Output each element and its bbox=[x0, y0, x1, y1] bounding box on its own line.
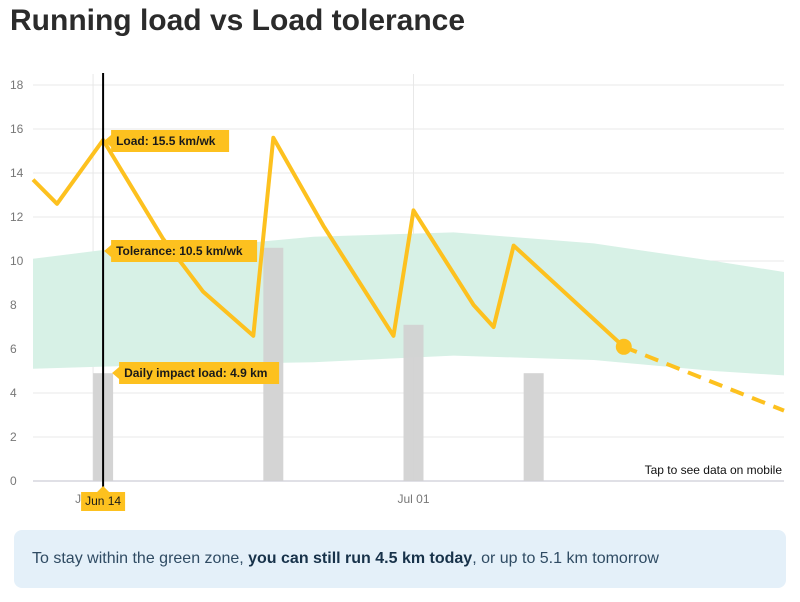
daily-impact-bars bbox=[93, 247, 544, 481]
running-load-line bbox=[31, 135, 626, 349]
running-load-chart[interactable]: 0 2 4 6 8 10 12 14 16 18 Jun 15Jul 01 Load: 15.5 … bbox=[0, 0, 800, 520]
tooltip-layer: Load: 15.5 km/wk Tolerance: 10.5 km/wk Dai… bbox=[81, 130, 280, 511]
tolerance-band bbox=[33, 232, 784, 376]
mobile-hint: Tap to see data on mobile bbox=[644, 463, 782, 477]
tooltip-box bbox=[112, 362, 280, 384]
y-tick-label: 6 bbox=[10, 342, 17, 356]
today-marker bbox=[615, 338, 632, 355]
selected-date-tooltip: Jun 14 bbox=[81, 486, 126, 511]
daily-impact-bar bbox=[403, 324, 424, 481]
advice-prefix: To stay within the green zone, bbox=[32, 550, 249, 567]
y-tick-label: 16 bbox=[10, 122, 24, 136]
tooltip-box bbox=[104, 240, 258, 262]
daily-impact-tooltip: Daily impact load: 4.9 km bbox=[112, 362, 280, 384]
tooltip-box bbox=[104, 130, 230, 152]
tooltip-text: Load: 15.5 km/wk bbox=[116, 134, 216, 148]
y-tick-label: 4 bbox=[10, 386, 17, 400]
load-tooltip: Load: 15.5 km/wk bbox=[104, 130, 230, 152]
y-tick-label: 0 bbox=[10, 474, 17, 488]
tooltip-text: Daily impact load: 4.9 km bbox=[124, 366, 267, 380]
y-tick-label: 2 bbox=[10, 430, 17, 444]
y-tick-label: 18 bbox=[10, 78, 24, 92]
y-tick-label: 12 bbox=[10, 210, 24, 224]
x-axis: Jun 15Jul 01 bbox=[75, 492, 430, 506]
daily-impact-bar bbox=[523, 373, 544, 481]
advice-suffix: , or up to 5.1 km tomorrow bbox=[472, 550, 659, 567]
y-tick-label: 8 bbox=[10, 298, 17, 312]
page-title: Running load vs Load tolerance bbox=[10, 4, 466, 37]
y-axis: 0 2 4 6 8 10 12 14 16 18 bbox=[10, 78, 24, 488]
x-tick-label: Jul 01 bbox=[397, 492, 429, 506]
selected-date-label: Jun 14 bbox=[85, 494, 121, 508]
load-lines bbox=[31, 135, 785, 413]
tolerance-band-layer bbox=[33, 232, 784, 376]
tooltip-text: Tolerance: 10.5 km/wk bbox=[116, 244, 243, 258]
y-tick-label: 14 bbox=[10, 166, 24, 180]
y-tick-label: 10 bbox=[10, 254, 24, 268]
advice-callout: To stay within the green zone, you can s… bbox=[14, 530, 786, 588]
tolerance-tooltip: Tolerance: 10.5 km/wk bbox=[104, 240, 258, 262]
projected-load-line bbox=[623, 344, 785, 413]
advice-highlight: you can still run 4.5 km today bbox=[248, 550, 473, 567]
date-tooltip-box bbox=[81, 486, 126, 511]
